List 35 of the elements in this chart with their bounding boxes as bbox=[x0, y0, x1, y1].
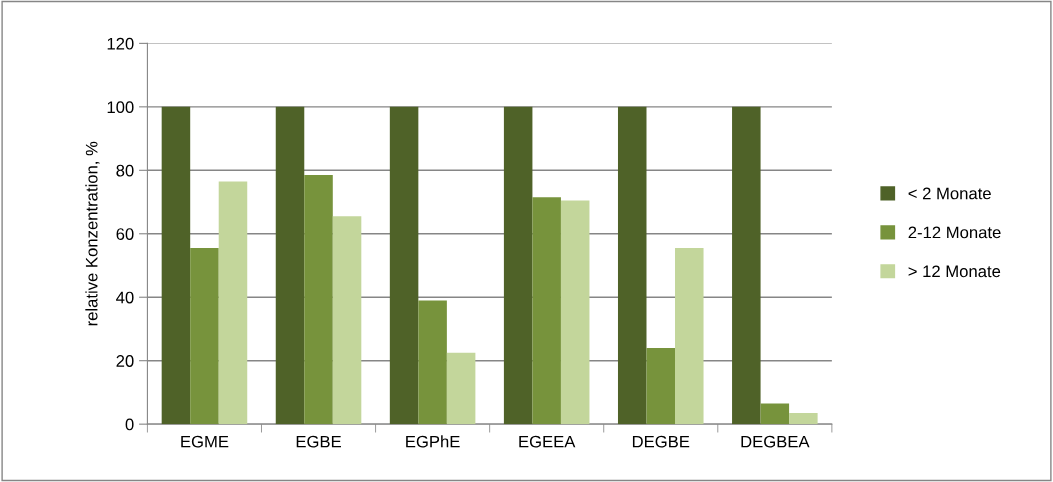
x-tick-label: EGME bbox=[181, 435, 229, 448]
bar bbox=[332, 216, 362, 425]
y-tick-label: 100 bbox=[107, 101, 134, 114]
bar bbox=[446, 352, 476, 425]
y-axis-title: relative Konzentration, % bbox=[85, 141, 100, 326]
legend-label: 2-12 Monate bbox=[908, 226, 1001, 239]
bar bbox=[532, 197, 561, 425]
bar bbox=[732, 106, 761, 425]
bar bbox=[161, 106, 191, 425]
x-tick-label: EGPhE bbox=[406, 435, 460, 448]
y-tick-label: 20 bbox=[116, 355, 134, 367]
bar bbox=[760, 403, 790, 425]
bar bbox=[275, 106, 305, 425]
y-tick-label: 80 bbox=[116, 164, 134, 177]
bar bbox=[560, 200, 590, 425]
bar bbox=[617, 106, 647, 425]
x-tick-label: EGEEA bbox=[519, 435, 576, 448]
bar bbox=[218, 181, 248, 425]
x-tick-label: EGBE bbox=[296, 435, 341, 448]
y-tick-label: 120 bbox=[107, 37, 134, 50]
x-tick-label: DEGBE bbox=[632, 435, 690, 448]
bar bbox=[646, 348, 676, 425]
bar bbox=[389, 106, 419, 425]
legend-label: < 2 Monate bbox=[908, 187, 991, 200]
bar bbox=[190, 248, 219, 425]
bar bbox=[418, 300, 447, 425]
bar bbox=[789, 413, 818, 425]
x-tick-label: DEGBEA bbox=[741, 435, 810, 448]
bar bbox=[503, 106, 533, 425]
y-tick-label: 0 bbox=[125, 418, 134, 431]
legend-label: > 12 Monate bbox=[908, 265, 1001, 278]
bar bbox=[304, 175, 333, 425]
y-tick-label: 60 bbox=[116, 228, 134, 240]
y-tick-label: 40 bbox=[116, 291, 134, 304]
bar bbox=[675, 248, 704, 425]
